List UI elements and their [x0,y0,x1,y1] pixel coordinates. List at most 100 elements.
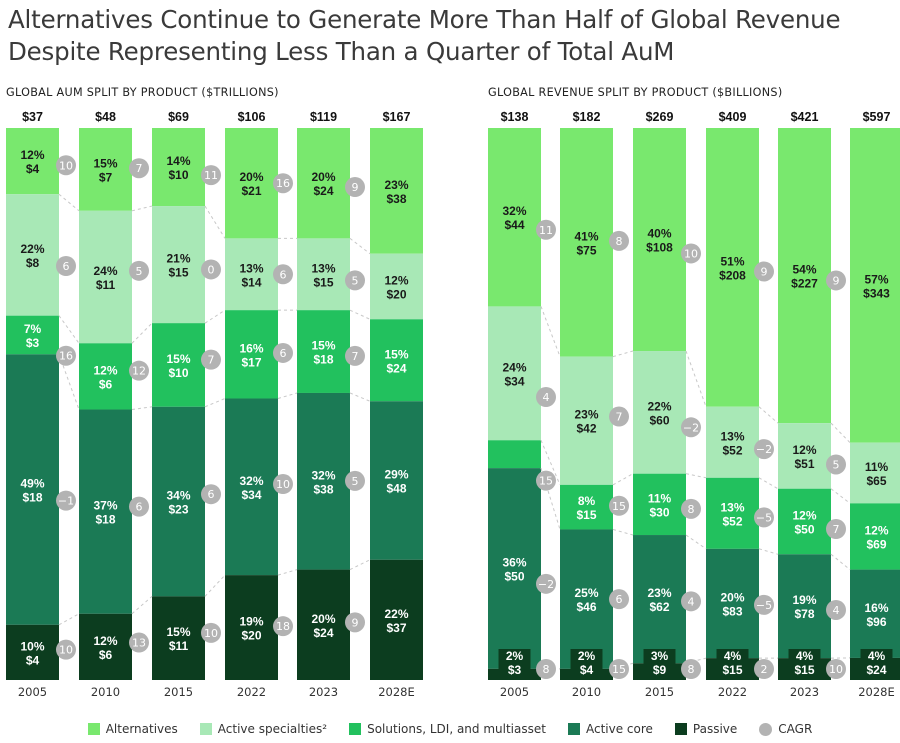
aum-connector [204,398,226,408]
revenue-pct-label-passive-2028e: 4% [868,649,886,663]
revenue-cagr-bubble-passive-1 [536,659,556,679]
revenue-pct-label-alternatives-2028e: 57% [864,272,888,286]
aum-bar-solutions-2015 [152,323,205,407]
revenue-bar-alternatives-2005 [488,128,541,307]
revenue-cagr-bubble-passive-5 [826,659,846,679]
aum-pct-label-active-specialties-2022: 13% [239,261,263,275]
aum-connector [131,595,153,615]
revenue-pct-label-passive-2015: 3% [651,649,669,663]
revenue-bar-solutions-2028e [850,503,900,570]
revenue-value-label-active-core-2022: $83 [722,604,742,618]
aum-cagr-label-active-core-2: 6 [136,501,143,514]
aum-pct-label-active-core-2015: 34% [166,489,190,503]
revenue-connector [540,467,561,530]
aum-cagr-label-passive-3: 10 [204,627,218,640]
page-title: Alternatives Continue to Generate More T… [8,5,841,66]
aum-bar-active-specialties-2005 [6,194,59,316]
aum-x-tick-2005: 2005 [18,685,47,699]
revenue-value-label-passive-2015: $9 [653,663,667,677]
revenue-pct-label-active-specialties-2022: 13% [720,429,744,443]
aum-pct-label-solutions-2005: 7% [24,322,42,336]
revenue-cagr-bubble-passive-3 [681,659,701,679]
revenue-connector [612,528,634,536]
revenue-value-label-active-core-2015: $62 [649,600,669,614]
revenue-value-label-solutions-2022: $52 [722,514,742,528]
aum-cagr-label-solutions-1: 16 [59,350,73,363]
aum-cagr-label-passive-2: 13 [132,637,146,650]
aum-pct-label-alternatives-2015: 14% [166,154,190,168]
revenue-bar-active-specialties-2028e [850,442,900,504]
revenue-cagr-bubble-alternatives-1 [536,219,556,240]
aum-x-tick-2010: 2010 [91,685,120,699]
aum-cagr-label-solutions-2: 12 [132,365,146,378]
aum-bar-active-specialties-2023 [297,238,350,311]
legend-label-passive: Passive [692,722,738,736]
aum-pct-label-solutions-2010: 12% [93,363,117,377]
aum-bar-solutions-2010 [79,343,132,410]
aum-cagr-bubble-alternatives-4 [273,173,293,194]
aum-value-label-active-specialties-2005: $8 [26,256,40,270]
revenue-value-label-passive-2028e: $24 [866,663,886,677]
aum-cagr-bubble-active-specialties-5 [345,270,365,291]
aum-bar-solutions-2005 [6,315,59,355]
aum-cagr-label-active-core-5: 5 [352,475,359,488]
revenue-cagr-label-active-specialties-5: 5 [833,458,840,471]
aum-pct-label-active-specialties-2015: 21% [166,252,190,266]
revenue-connector [612,350,634,358]
revenue-label-box-passive-2023 [788,649,821,678]
revenue-cagr-label-alternatives-1: 11 [539,224,553,237]
revenue-cagr-bubble-solutions-5 [826,518,846,539]
revenue-value-label-passive-2023: $15 [794,663,814,677]
legend-label-active-core: Active core [585,722,653,736]
revenue-pct-label-solutions-2023: 12% [792,509,816,523]
revenue-pct-label-active-specialties-2015: 22% [647,399,671,413]
revenue-connector [830,488,851,504]
aum-connector [204,309,226,324]
aum-cagr-bubble-solutions-4 [273,342,293,363]
revenue-pct-label-active-core-2023: 19% [792,593,816,607]
revenue-value-label-solutions-2015: $30 [649,505,669,519]
revenue-bar-active-core-2023 [778,554,831,659]
revenue-pct-label-solutions-2028e: 12% [864,523,888,537]
revenue-pct-label-passive-2010: 2% [578,649,596,663]
revenue-bar-active-core-2028e [850,569,900,658]
revenue-pct-label-passive-2005: 2% [506,649,524,663]
aum-cagr-bubble-passive-2 [129,632,149,653]
aum-value-label-alternatives-2010: $7 [99,170,113,184]
aum-pct-label-passive-2010: 12% [93,634,117,648]
aum-bar-active-specialties-2015 [152,206,205,324]
revenue-pct-label-active-core-2028e: 16% [864,601,888,615]
aum-value-label-alternatives-2028e: $38 [386,192,406,206]
revenue-cagr-bubble-active-core-1 [536,573,556,594]
aum-cagr-label-solutions-4: 6 [280,347,287,360]
revenue-pct-label-active-specialties-2010: 23% [574,408,598,422]
aum-total-2005: $37 [22,110,43,124]
aum-value-label-passive-2028e: $37 [386,621,406,635]
aum-cagr-bubble-passive-1 [56,639,76,660]
revenue-cagr-bubble-alternatives-5 [826,270,846,291]
revenue-bar-active-core-2010 [560,529,613,669]
revenue-cagr-bubble-active-specialties-3 [681,417,701,438]
revenue-value-label-active-specialties-2010: $42 [576,422,596,436]
aum-bar-alternatives-2022 [225,128,278,239]
revenue-pct-label-alternatives-2010: 41% [574,229,598,243]
revenue-cagr-label-alternatives-5: 9 [833,274,840,287]
aum-bar-active-core-2005 [6,354,59,625]
aum-pct-label-passive-2005: 10% [20,639,44,653]
revenue-value-label-active-specialties-2015: $60 [649,413,669,427]
aum-bar-passive-2022 [225,575,278,680]
revenue-bar-solutions-2010 [560,484,613,530]
revenue-total-2010: $182 [573,110,601,124]
revenue-pct-label-passive-2022: 4% [724,649,742,663]
aum-cagr-label-active-specialties-4: 6 [280,268,287,281]
revenue-x-tick-2022: 2022 [718,685,747,699]
revenue-connector [758,548,779,555]
aum-bar-passive-2028e [370,559,423,680]
legend-item-alternatives: Alternatives [87,722,178,736]
aum-value-label-solutions-2015: $10 [168,366,188,380]
aum-connector [349,238,371,255]
aum-pct-label-active-core-2028e: 29% [384,468,408,482]
revenue-pct-label-alternatives-2005: 32% [502,204,526,218]
aum-chart-title: GLOBAL AUM SPLIT BY PRODUCT ($TRILLIONS) [6,86,279,99]
revenue-value-label-alternatives-2023: $227 [791,277,818,291]
